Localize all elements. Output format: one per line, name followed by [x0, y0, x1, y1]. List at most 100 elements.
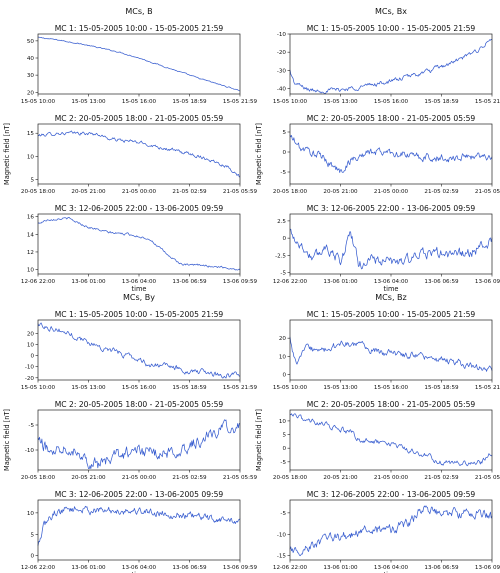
series-line — [37, 36, 241, 92]
x-tick-label: 15-05 16:00 — [122, 385, 157, 391]
y-tick-label: -10 — [277, 32, 287, 38]
y-tick-label: 10 — [27, 268, 35, 274]
panel: MC 3: 12-06-2005 22:00 - 13-06-2005 09:5… — [21, 490, 258, 573]
panel-title: MC 1: 15-05-2005 10:00 - 15-05-2005 21:5… — [307, 24, 476, 33]
y-tick-label: -40 — [277, 87, 287, 93]
x-tick-label: 13-06 04:00 — [122, 279, 157, 285]
x-tick-label: 13-06 09:59 — [475, 565, 500, 571]
panel: MC 2: 20-05-2005 18:00 - 21-05-2005 05:5… — [273, 400, 500, 481]
plot-frame — [289, 499, 493, 561]
panel-title: MC 1: 15-05-2005 10:00 - 15-05-2005 21:5… — [307, 310, 476, 319]
plot-frame — [37, 213, 241, 275]
x-tick-label: 13-06 04:00 — [122, 565, 157, 571]
x-tick-label: 13-06 01:00 — [323, 565, 358, 571]
x-tick-label: 21-05 02:59 — [424, 189, 459, 195]
x-tick-label: 20-05 21:00 — [323, 475, 358, 481]
y-tick-label: -20 — [25, 376, 35, 382]
y-tick-label: 10 — [27, 342, 35, 348]
x-tick-label: 13-06 06:59 — [424, 565, 459, 571]
x-tick-label: 21-05 00:00 — [374, 189, 409, 195]
x-tick-label: 15-05 21:59 — [223, 99, 258, 105]
y-tick-label: 0 — [30, 554, 34, 560]
x-tick-label: 13-06 04:00 — [374, 565, 409, 571]
y-tick-label: 20 — [279, 336, 287, 342]
panel-title: MC 3: 12-06-2005 22:00 - 13-06-2005 09:5… — [55, 490, 224, 499]
x-tick-label: 20-05 21:00 — [323, 189, 358, 195]
x-tick-label: 15-05 13:00 — [71, 99, 106, 105]
group-title: MCs, Bz — [375, 293, 406, 302]
x-tick-label: 15-05 18:59 — [172, 99, 207, 105]
x-tick-label: 15-05 16:00 — [374, 99, 409, 105]
panel: MC 1: 15-05-2005 10:00 - 15-05-2005 21:5… — [21, 310, 258, 391]
series-line — [289, 228, 493, 270]
x-tick-label: 20-05 21:00 — [71, 189, 106, 195]
x-tick-label: 15-05 13:00 — [323, 99, 358, 105]
x-tick-label: 20-05 21:00 — [71, 475, 106, 481]
x-tick-label: 12-06 22:00 — [21, 565, 56, 571]
y-tick-label: 5 — [30, 532, 34, 538]
x-tick-label: 15-05 21:59 — [475, 99, 500, 105]
x-tick-label: 15-05 13:00 — [71, 385, 106, 391]
y-axis-label: Magnetic field [nT] — [255, 409, 263, 471]
x-tick-label: 21-05 05:59 — [475, 475, 500, 481]
y-tick-label: -5 — [280, 170, 286, 176]
panel-title: MC 1: 15-05-2005 10:00 - 15-05-2005 21:5… — [55, 310, 224, 319]
x-tick-label: 21-05 02:59 — [172, 475, 207, 481]
group-title: MCs, By — [123, 293, 155, 302]
x-tick-label: 13-06 01:00 — [71, 279, 106, 285]
series-line — [289, 39, 493, 94]
x-axis-label: time — [384, 571, 399, 573]
series-line — [289, 134, 493, 173]
x-tick-label: 21-05 05:59 — [223, 189, 258, 195]
panel-title: MC 3: 12-06-2005 22:00 - 13-06-2005 09:5… — [55, 204, 224, 213]
y-tick-label: 20 — [27, 90, 35, 96]
plot-frame — [37, 33, 241, 95]
y-tick-label: 15 — [27, 131, 35, 137]
x-tick-label: 13-06 06:59 — [424, 279, 459, 285]
x-tick-label: 12-06 22:00 — [273, 279, 308, 285]
x-tick-label: 13-06 06:59 — [172, 565, 207, 571]
x-axis-label: time — [384, 285, 399, 293]
series-line — [37, 322, 241, 379]
panel: MC 1: 15-05-2005 10:00 - 15-05-2005 21:5… — [21, 24, 258, 105]
x-tick-label: 12-06 22:00 — [273, 565, 308, 571]
group-title: MCs, B — [125, 7, 152, 16]
y-tick-label: 14 — [27, 232, 35, 238]
y-tick-label: 0 — [282, 373, 286, 379]
panel-title: MC 3: 12-06-2005 22:00 - 13-06-2005 09:5… — [307, 204, 476, 213]
y-tick-label: -5 — [280, 271, 286, 277]
y-tick-label: -5 — [28, 423, 34, 429]
x-axis-label: time — [132, 285, 147, 293]
x-tick-label: 21-05 00:00 — [122, 189, 157, 195]
x-tick-label: 20-05 18:00 — [21, 189, 56, 195]
panel: MC 2: 20-05-2005 18:00 - 21-05-2005 05:5… — [21, 400, 258, 481]
y-tick-label: 16 — [27, 215, 35, 221]
panel: MC 2: 20-05-2005 18:00 - 21-05-2005 05:5… — [21, 114, 258, 195]
panel: MC 3: 12-06-2005 22:00 - 13-06-2005 09:5… — [21, 204, 258, 293]
panel-title: MC 1: 15-05-2005 10:00 - 15-05-2005 21:5… — [55, 24, 224, 33]
y-tick-label: 0 — [282, 150, 286, 156]
y-tick-label: 12 — [27, 250, 34, 256]
y-tick-label: 10 — [279, 354, 287, 360]
series-line — [37, 130, 241, 178]
y-tick-label: 5 — [282, 433, 286, 439]
y-tick-label: -15 — [277, 554, 287, 560]
series-line — [37, 505, 241, 546]
x-axis-label: time — [132, 571, 147, 573]
panel-title: MC 2: 20-05-2005 18:00 - 21-05-2005 05:5… — [55, 114, 224, 123]
y-tick-label: 30 — [27, 73, 35, 79]
x-tick-label: 21-05 05:59 — [223, 475, 258, 481]
y-tick-label: 5 — [30, 177, 34, 183]
y-tick-label: -20 — [277, 50, 287, 56]
x-tick-label: 15-05 21:59 — [223, 385, 258, 391]
panel-title: MC 2: 20-05-2005 18:00 - 21-05-2005 05:5… — [55, 400, 224, 409]
y-axis-label: Magnetic field [nT] — [255, 123, 263, 185]
series-line — [289, 336, 493, 372]
plot-frame — [289, 213, 493, 275]
x-tick-label: 13-06 09:59 — [223, 279, 258, 285]
panel: MC 1: 15-05-2005 10:00 - 15-05-2005 21:5… — [273, 310, 500, 391]
panel: MC 3: 12-06-2005 22:00 - 13-06-2005 09:5… — [273, 204, 500, 293]
x-tick-label: 12-06 22:00 — [21, 279, 56, 285]
panel: MC 3: 12-06-2005 22:00 - 13-06-2005 09:5… — [273, 490, 500, 573]
